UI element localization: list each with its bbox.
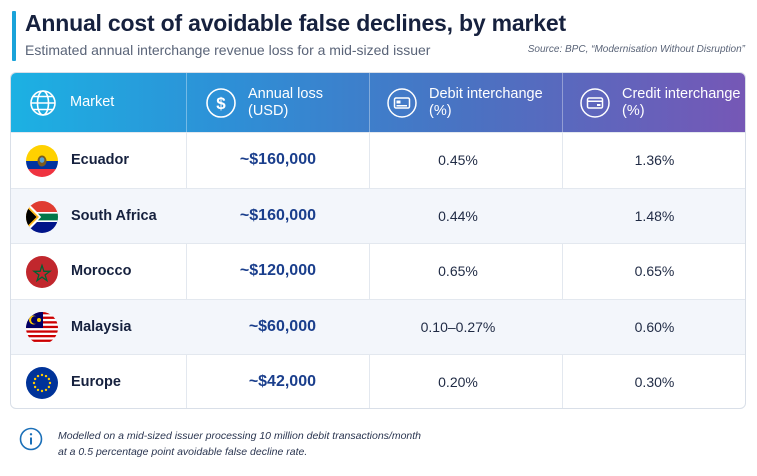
column-label-credit: Credit interchange (%) <box>622 85 741 119</box>
table-row: Ecuador ~$160,000 0.45% 1.36% <box>11 132 745 188</box>
south-africa-flag-icon <box>26 200 58 233</box>
header-divider <box>562 73 563 132</box>
debit-interchange-value: 0.65% <box>438 263 478 280</box>
eu-flag-icon <box>26 367 58 399</box>
table-header: Market $ Annual loss (USD) <box>11 73 745 132</box>
column-label-debit: Debit interchange (%) <box>429 85 543 119</box>
table-row: Malaysia ~$60,000 0.10–0.27% 0.60% <box>11 298 745 354</box>
footnote: Modelled on a mid-sized issuer processin… <box>58 428 421 460</box>
ecuador-flag-icon <box>26 145 58 177</box>
market-name: Ecuador <box>71 152 130 169</box>
market-name: South Africa <box>71 207 157 224</box>
market-name: Morocco <box>71 263 132 280</box>
column-divider <box>562 132 563 408</box>
column-header-annual-loss: $ Annual loss (USD) <box>204 73 323 132</box>
credit-interchange-value: 0.30% <box>634 374 675 391</box>
table-row: South Africa ~$160,000 0.44% 1.48% <box>11 187 745 243</box>
debit-card-icon <box>385 86 419 120</box>
table-row: Morocco ~$120,000 0.65% 0.65% <box>11 243 745 299</box>
footnote-line-2: at a 0.5 percentage point avoidable fals… <box>58 446 308 458</box>
credit-interchange-value: 1.48% <box>634 207 675 224</box>
column-label-annual-loss: Annual loss (USD) <box>248 85 323 119</box>
column-label-market: Market <box>70 94 115 110</box>
annual-loss-value: ~$42,000 <box>248 373 316 391</box>
annual-loss-value: ~$160,000 <box>239 151 316 169</box>
annual-loss-value: ~$120,000 <box>239 262 316 280</box>
info-icon <box>19 427 43 451</box>
credit-card-icon <box>578 86 612 120</box>
title-accent-bar <box>12 11 16 61</box>
header-divider <box>186 73 187 132</box>
debit-interchange-value: 0.20% <box>438 374 478 391</box>
debit-interchange-value: 0.10–0.27% <box>420 318 496 335</box>
table-row: Europe ~$42,000 0.20% 0.30% <box>11 354 745 408</box>
credit-interchange-value: 1.36% <box>634 152 675 169</box>
column-divider <box>186 132 187 408</box>
globe-icon <box>26 86 60 120</box>
debit-interchange-value: 0.45% <box>438 152 478 169</box>
page-subtitle: Estimated annual interchange revenue los… <box>25 42 431 58</box>
market-name: Malaysia <box>71 318 132 335</box>
page-title: Annual cost of avoidable false declines,… <box>25 10 566 36</box>
source-citation: Source: BPC, “Modernisation Without Disr… <box>527 44 745 55</box>
market-name: Europe <box>71 374 121 391</box>
credit-interchange-value: 0.65% <box>634 263 675 280</box>
annual-loss-value: ~$60,000 <box>248 317 316 335</box>
market-table: Market $ Annual loss (USD) <box>10 72 746 409</box>
header-divider <box>369 73 370 132</box>
dollar-icon: $ <box>204 86 238 120</box>
credit-interchange-value: 0.60% <box>634 318 675 335</box>
column-header-market: Market <box>26 73 114 132</box>
annual-loss-value: ~$160,000 <box>239 206 316 224</box>
malaysia-flag-icon <box>26 311 58 344</box>
footnote-line-1: Modelled on a mid-sized issuer processin… <box>58 430 422 442</box>
svg-text:$: $ <box>216 94 226 113</box>
column-header-debit: Debit interchange (%) <box>385 73 543 132</box>
column-header-credit: Credit interchange (%) <box>578 73 741 132</box>
debit-interchange-value: 0.44% <box>438 207 478 224</box>
morocco-flag-icon <box>26 256 58 288</box>
column-divider <box>369 132 370 408</box>
